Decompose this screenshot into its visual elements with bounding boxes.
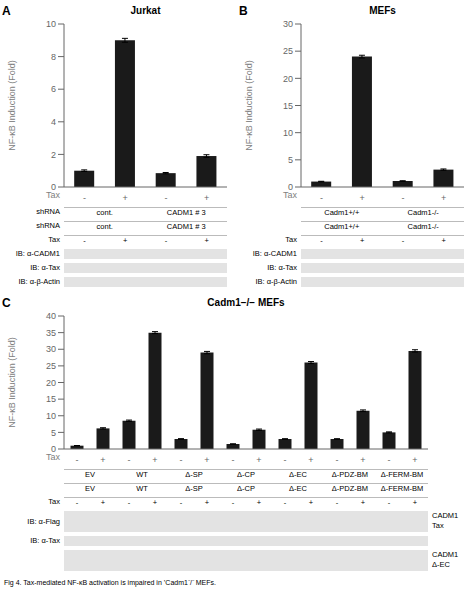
svg-text:+: + xyxy=(441,193,446,203)
html-text:IB: α-Tax: IB: α-Tax xyxy=(30,536,60,545)
svg-text:Tax: Tax xyxy=(46,452,60,463)
html-text:shRNA: shRNA xyxy=(36,221,60,230)
svg-text:0: 0 xyxy=(51,444,56,454)
svg-text:5: 5 xyxy=(51,428,56,438)
svg-text:0: 0 xyxy=(288,182,293,192)
html-text:Tax: Tax xyxy=(285,235,297,244)
html-text:Tax: Tax xyxy=(48,235,60,244)
svg-text:-: - xyxy=(232,455,235,465)
svg-text:+: + xyxy=(122,193,127,203)
html-text:IB: α-Tax: IB: α-Tax xyxy=(267,263,297,272)
svg-text:-: - xyxy=(83,193,86,203)
svg-text:0: 0 xyxy=(51,182,56,192)
html-text:Δ-CP: Δ-CP xyxy=(237,469,255,479)
svg-text:+: + xyxy=(100,455,105,465)
svg-text:+: + xyxy=(412,455,417,465)
svg-text:-: - xyxy=(180,455,183,465)
svg-text:8: 8 xyxy=(51,52,56,62)
svg-text:+: + xyxy=(204,455,209,465)
html-text:Δ-SP: Δ-SP xyxy=(185,483,203,493)
svg-text:+: + xyxy=(359,193,364,203)
html-text:Δ-FERM-BM: Δ-FERM-BM xyxy=(380,483,424,493)
svg-text:15: 15 xyxy=(46,394,56,404)
svg-text:25: 25 xyxy=(283,46,293,56)
svg-text:-: - xyxy=(388,455,391,465)
html-text:Cadm1-/-: Cadm1-/- xyxy=(407,221,439,231)
svg-text:35: 35 xyxy=(46,328,56,338)
html-text:MEFs: MEFs xyxy=(369,5,396,16)
html-text:Δ-PDZ-BM: Δ-PDZ-BM xyxy=(331,469,369,479)
svg-text:-: - xyxy=(320,193,323,203)
svg-text:-: - xyxy=(336,455,339,465)
html-text:CADM1 # 3: CADM1 # 3 xyxy=(166,207,206,217)
html-text:A: A xyxy=(2,4,11,18)
html-text:Δ-EC: Δ-EC xyxy=(289,469,307,479)
html-text:shRNA: shRNA xyxy=(36,207,60,216)
svg-text:30: 30 xyxy=(283,19,293,29)
html-text:CADM1 # 3: CADM1 # 3 xyxy=(166,221,206,231)
html-text:IB: α-Tax: IB: α-Tax xyxy=(30,263,60,272)
html-text:Cadm1-/-: Cadm1-/- xyxy=(407,207,439,217)
html-text:Δ-PDZ-BM: Δ-PDZ-BM xyxy=(331,483,369,493)
html-text:cont.: cont. xyxy=(96,207,113,217)
html-text:IB: α-β-Actin: IB: α-β-Actin xyxy=(255,277,297,286)
html-text:IB: α-CADM1: IB: α-CADM1 xyxy=(252,249,297,258)
svg-text:20: 20 xyxy=(46,378,56,388)
svg-text:5: 5 xyxy=(288,155,293,165)
svg-text:+: + xyxy=(204,193,209,203)
svg-text:4: 4 xyxy=(51,117,56,127)
html-text:cont.: cont. xyxy=(96,221,113,231)
html-text:WT: WT xyxy=(136,483,148,493)
svg-text:-: - xyxy=(164,193,167,203)
html-text:IB: α-CADM1: IB: α-CADM1 xyxy=(15,249,60,258)
html-text:Fig 4. Tax-mediated NF-κB acti: Fig 4. Tax-mediated NF-κB activation is … xyxy=(4,579,216,586)
svg-text:NF-κB Induction (Fold): NF-κB Induction (Fold) xyxy=(8,60,17,151)
svg-text:Tax: Tax xyxy=(46,190,60,201)
html-text:CADM1: CADM1 xyxy=(432,550,459,559)
svg-text:10: 10 xyxy=(46,411,56,421)
html-text:Δ-SP: Δ-SP xyxy=(185,469,203,479)
svg-text:Tax: Tax xyxy=(283,190,297,201)
html-text:Tax: Tax xyxy=(432,521,444,530)
html-text:WT: WT xyxy=(136,469,148,479)
svg-text:+: + xyxy=(360,455,365,465)
svg-text:15: 15 xyxy=(283,101,293,111)
html-text:Tax: Tax xyxy=(48,497,60,506)
html-text:Cadm1+/+: Cadm1+/+ xyxy=(324,207,360,217)
svg-text:40: 40 xyxy=(46,311,56,321)
svg-text:NF-κB Induction (Fold): NF-κB Induction (Fold) xyxy=(244,60,254,151)
html-text:C: C xyxy=(2,296,11,310)
svg-text:+: + xyxy=(256,455,261,465)
svg-text:2: 2 xyxy=(51,150,56,160)
svg-text:+: + xyxy=(152,455,157,465)
html-text:EV: EV xyxy=(85,469,95,479)
svg-text:-: - xyxy=(284,455,287,465)
svg-text:-: - xyxy=(76,455,79,465)
svg-text:25: 25 xyxy=(46,361,56,371)
svg-text:6: 6 xyxy=(51,84,56,94)
svg-text:10: 10 xyxy=(283,128,293,138)
html-text:Δ-EC: Δ-EC xyxy=(289,483,307,493)
html-text:B: B xyxy=(239,4,248,18)
svg-text:10: 10 xyxy=(46,19,56,29)
svg-text:-: - xyxy=(128,455,131,465)
svg-text:NF-κB Induction (Fold): NF-κB Induction (Fold) xyxy=(8,337,17,428)
svg-text:20: 20 xyxy=(283,74,293,84)
html-text:Cadm1+/+: Cadm1+/+ xyxy=(324,221,360,231)
svg-text:30: 30 xyxy=(46,344,56,354)
svg-text:+: + xyxy=(308,455,313,465)
html-text:Δ-FERM-BM: Δ-FERM-BM xyxy=(380,469,424,479)
html-text:EV: EV xyxy=(85,483,95,493)
html-text:Jurkat: Jurkat xyxy=(130,5,161,16)
html-text:Cadm1−/− MEFs: Cadm1−/− MEFs xyxy=(207,297,285,308)
html-text:CADM1: CADM1 xyxy=(432,511,459,520)
html-text:Δ-CP: Δ-CP xyxy=(237,483,255,493)
html-text:Δ-EC: Δ-EC xyxy=(432,560,450,569)
html-text:IB: α-β-Actin: IB: α-β-Actin xyxy=(18,277,60,286)
html-text:IB: α-Flag: IB: α-Flag xyxy=(27,516,60,526)
svg-text:-: - xyxy=(401,193,404,203)
